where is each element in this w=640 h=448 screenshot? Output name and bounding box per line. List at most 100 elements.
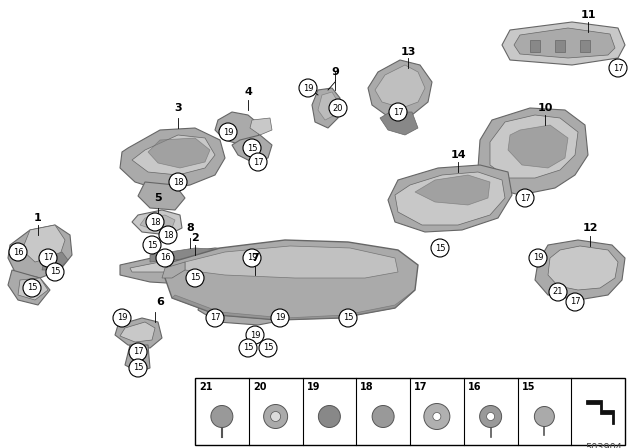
- Polygon shape: [502, 22, 625, 65]
- Circle shape: [339, 309, 357, 327]
- Circle shape: [23, 279, 41, 297]
- Circle shape: [206, 309, 224, 327]
- Text: 16: 16: [13, 247, 23, 257]
- Text: 21: 21: [199, 382, 212, 392]
- Text: 17: 17: [210, 314, 220, 323]
- Circle shape: [219, 123, 237, 141]
- Text: 12: 12: [582, 223, 598, 233]
- Text: 19: 19: [303, 83, 313, 92]
- Circle shape: [479, 405, 502, 427]
- Circle shape: [243, 249, 261, 267]
- Text: 17: 17: [43, 254, 53, 263]
- Text: 18: 18: [150, 217, 160, 227]
- Text: 17: 17: [612, 64, 623, 73]
- Polygon shape: [368, 60, 432, 118]
- Polygon shape: [140, 215, 175, 230]
- Polygon shape: [138, 182, 185, 210]
- Polygon shape: [130, 255, 255, 275]
- Text: 19: 19: [223, 128, 233, 137]
- Circle shape: [271, 412, 280, 422]
- Polygon shape: [318, 92, 338, 120]
- Polygon shape: [125, 345, 150, 372]
- Circle shape: [129, 343, 147, 361]
- Text: 17: 17: [393, 108, 403, 116]
- Text: 3: 3: [174, 103, 182, 113]
- Circle shape: [431, 239, 449, 257]
- Circle shape: [372, 405, 394, 427]
- Polygon shape: [208, 285, 302, 315]
- Text: 19: 19: [532, 254, 543, 263]
- Polygon shape: [514, 28, 615, 58]
- Text: 15: 15: [147, 241, 157, 250]
- Text: 11: 11: [580, 10, 596, 20]
- Circle shape: [156, 249, 174, 267]
- Polygon shape: [8, 225, 72, 278]
- Circle shape: [424, 404, 450, 430]
- Polygon shape: [580, 40, 590, 52]
- Text: 7: 7: [251, 253, 259, 263]
- Circle shape: [243, 139, 261, 157]
- Polygon shape: [530, 40, 540, 52]
- Polygon shape: [586, 400, 614, 423]
- Text: 18: 18: [360, 382, 374, 392]
- Circle shape: [264, 405, 287, 428]
- Text: 5: 5: [154, 193, 162, 203]
- Text: 16: 16: [160, 254, 170, 263]
- Polygon shape: [388, 165, 512, 232]
- Circle shape: [433, 413, 441, 421]
- Text: 8: 8: [186, 223, 194, 233]
- Circle shape: [486, 413, 495, 421]
- Polygon shape: [150, 248, 225, 262]
- Polygon shape: [115, 318, 162, 348]
- Circle shape: [246, 326, 264, 344]
- Text: 17: 17: [520, 194, 531, 202]
- Text: 13: 13: [400, 47, 416, 57]
- Circle shape: [566, 293, 584, 311]
- Circle shape: [46, 263, 64, 281]
- Polygon shape: [18, 278, 48, 300]
- Circle shape: [271, 309, 289, 327]
- Text: 17: 17: [132, 348, 143, 357]
- Text: 17: 17: [570, 297, 580, 306]
- Polygon shape: [478, 108, 588, 195]
- Circle shape: [318, 405, 340, 427]
- Text: 21: 21: [553, 288, 563, 297]
- Circle shape: [9, 243, 27, 261]
- Text: 15: 15: [247, 143, 257, 152]
- Circle shape: [211, 405, 233, 427]
- Text: 18: 18: [163, 231, 173, 240]
- Circle shape: [39, 249, 57, 267]
- Circle shape: [329, 99, 347, 117]
- Circle shape: [259, 339, 277, 357]
- Polygon shape: [555, 40, 565, 52]
- Text: 4: 4: [244, 87, 252, 97]
- Text: 19: 19: [116, 314, 127, 323]
- Circle shape: [249, 153, 267, 171]
- Circle shape: [239, 339, 257, 357]
- Polygon shape: [235, 282, 288, 305]
- Circle shape: [534, 406, 554, 426]
- Polygon shape: [380, 112, 418, 135]
- Polygon shape: [165, 240, 418, 320]
- Polygon shape: [395, 172, 505, 225]
- Polygon shape: [172, 290, 415, 320]
- Polygon shape: [148, 138, 210, 168]
- Polygon shape: [415, 175, 490, 205]
- Circle shape: [159, 226, 177, 244]
- Text: 15: 15: [522, 382, 535, 392]
- Polygon shape: [132, 210, 182, 235]
- Polygon shape: [120, 128, 225, 190]
- Text: 20: 20: [333, 103, 343, 112]
- Text: 19: 19: [307, 382, 320, 392]
- Text: 9: 9: [331, 67, 339, 77]
- Circle shape: [129, 359, 147, 377]
- Polygon shape: [250, 118, 272, 135]
- Polygon shape: [215, 112, 260, 145]
- Text: 6: 6: [156, 297, 164, 307]
- Circle shape: [169, 173, 187, 191]
- Polygon shape: [535, 240, 625, 300]
- Circle shape: [516, 189, 534, 207]
- Circle shape: [113, 309, 131, 327]
- Polygon shape: [132, 135, 215, 175]
- Circle shape: [549, 283, 567, 301]
